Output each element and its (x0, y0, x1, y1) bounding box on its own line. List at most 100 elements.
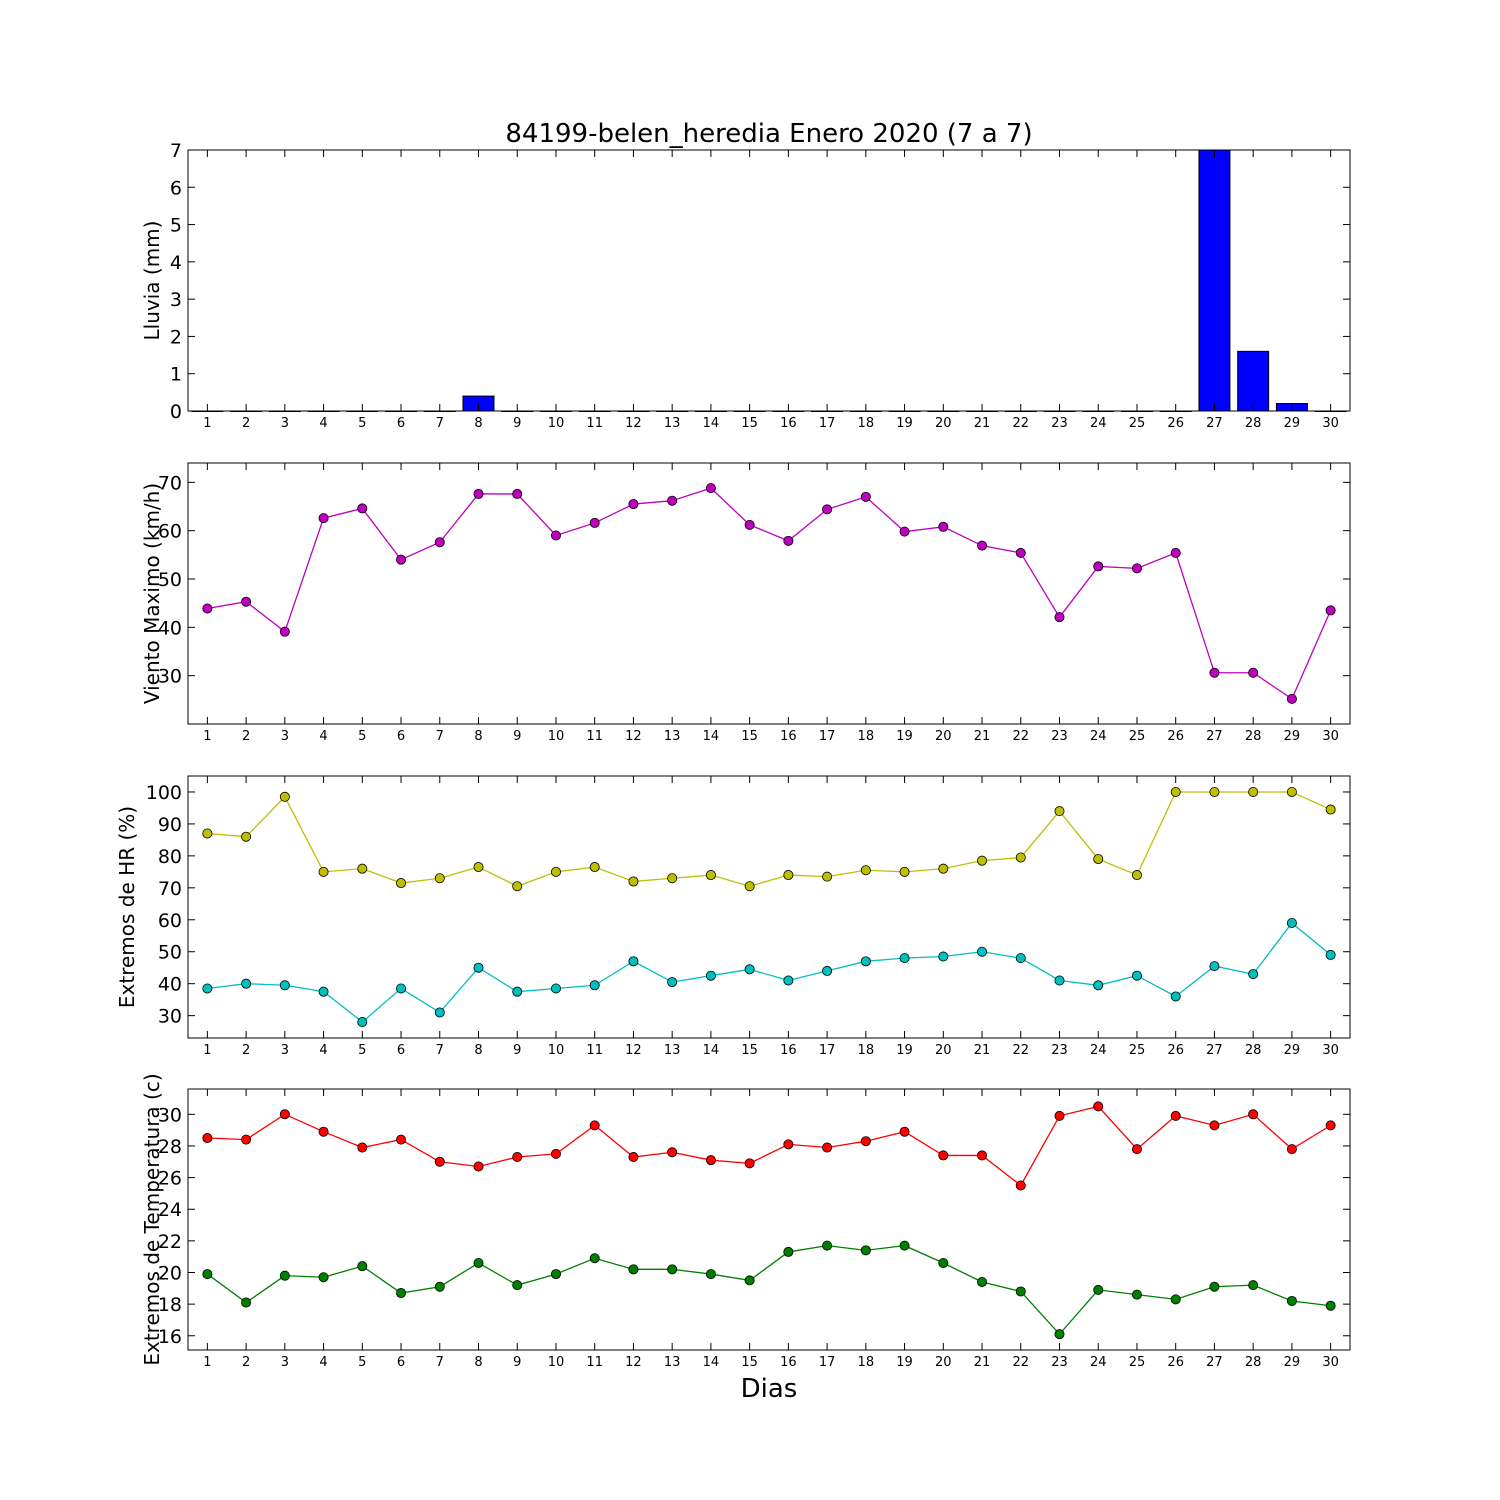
point-s1-day-6 (396, 554, 407, 565)
point-s1-day-22 (1015, 1180, 1026, 1191)
x-tick-label: 1 (203, 729, 211, 744)
x-tick-label: 21 (974, 729, 991, 744)
x-tick-label: 6 (397, 729, 405, 744)
point-s2-day-3 (279, 980, 290, 991)
x-tick-label: 12 (625, 729, 642, 744)
point-s2-day-17 (822, 965, 833, 976)
point-s1-day-22 (1015, 852, 1026, 863)
x-tick-label: 29 (1284, 1043, 1301, 1058)
point-s1-day-30 (1325, 605, 1336, 616)
x-tick-label: 26 (1167, 1355, 1184, 1370)
point-s1-day-19 (899, 1126, 910, 1137)
x-tick-label: 28 (1245, 1355, 1262, 1370)
point-s2-day-2 (241, 978, 252, 989)
x-tick-label: 28 (1245, 729, 1262, 744)
point-s2-day-28 (1248, 969, 1259, 980)
x-tick-label: 11 (586, 1355, 603, 1370)
x-tick-label: 17 (819, 1355, 836, 1370)
x-tick-label: 23 (1051, 1043, 1068, 1058)
y-tick-label: 90 (158, 814, 182, 836)
point-s1-day-14 (705, 870, 716, 881)
y-tick-label: 60 (158, 910, 182, 932)
x-tick-label: 2 (242, 729, 250, 744)
point-s1-day-13 (667, 873, 678, 884)
point-s1-day-26 (1170, 547, 1181, 558)
point-s1-day-14 (705, 483, 716, 494)
point-s1-day-13 (667, 1147, 678, 1158)
point-s2-day-22 (1015, 1286, 1026, 1297)
point-s2-day-3 (279, 1270, 290, 1281)
point-s1-day-16 (783, 870, 794, 881)
point-s2-day-12 (628, 1264, 639, 1275)
x-tick-label: 8 (474, 1355, 482, 1370)
series-line-2 (206, 1244, 1331, 1336)
x-tick-label: 17 (819, 1043, 836, 1058)
x-tick-label: 19 (896, 1043, 913, 1058)
x-tick-label: 7 (436, 416, 444, 431)
x-tick-label: 9 (513, 416, 521, 431)
point-s2-day-30 (1325, 1300, 1336, 1311)
x-tick-label: 8 (474, 729, 482, 744)
x-tick-label: 10 (548, 416, 565, 431)
point-s1-day-27 (1209, 786, 1220, 797)
point-s1-day-25 (1131, 870, 1142, 881)
x-tick-label: 18 (858, 1355, 875, 1370)
x-tick-label: 2 (242, 1043, 250, 1058)
y-axis-label: Lluvia (mm) (140, 221, 164, 341)
point-s2-day-6 (396, 983, 407, 994)
x-tick-label: 29 (1284, 1355, 1301, 1370)
point-s2-day-19 (899, 1240, 910, 1251)
point-s1-day-17 (822, 504, 833, 515)
x-tick-label: 26 (1167, 1043, 1184, 1058)
point-s1-day-25 (1131, 1144, 1142, 1155)
x-tick-label: 19 (896, 1355, 913, 1370)
point-s2-day-14 (705, 970, 716, 981)
point-s1-day-24 (1093, 1101, 1104, 1112)
point-s1-day-18 (860, 491, 871, 502)
y-tick-label: 100 (146, 782, 182, 804)
x-tick-label: 11 (586, 729, 603, 744)
point-s1-day-2 (241, 596, 252, 607)
point-s1-day-3 (279, 1109, 290, 1120)
point-s1-day-26 (1170, 786, 1181, 797)
point-s2-day-17 (822, 1240, 833, 1251)
y-tick-label: 50 (158, 569, 182, 591)
point-s1-day-14 (705, 1155, 716, 1166)
bar-day-28 (1237, 350, 1270, 412)
y-tick-label: 3 (170, 289, 182, 311)
point-s1-day-28 (1248, 786, 1259, 797)
point-s1-day-3 (279, 626, 290, 637)
x-tick-label: 9 (513, 1043, 521, 1058)
y-tick-label: 22 (158, 1231, 182, 1253)
point-s1-day-22 (1015, 547, 1026, 558)
x-tick-label: 12 (625, 416, 642, 431)
x-tick-label: 28 (1245, 1043, 1262, 1058)
x-tick-label: 18 (858, 729, 875, 744)
point-s1-day-15 (744, 881, 755, 892)
x-tick-label: 16 (780, 1043, 797, 1058)
point-s1-day-23 (1054, 1110, 1065, 1121)
x-tick-label: 18 (858, 1043, 875, 1058)
point-s1-day-21 (977, 540, 988, 551)
y-tick-label: 30 (158, 1006, 182, 1028)
x-tick-label: 13 (664, 729, 681, 744)
point-s1-day-28 (1248, 1109, 1259, 1120)
point-s1-day-10 (550, 1148, 561, 1159)
point-s1-day-20 (938, 521, 949, 532)
y-tick-label: 0 (170, 401, 182, 423)
point-s1-day-20 (938, 1150, 949, 1161)
point-s1-day-6 (396, 1134, 407, 1145)
plot-frame (187, 775, 1351, 1039)
x-tick-label: 21 (974, 416, 991, 431)
point-s2-day-16 (783, 975, 794, 986)
x-tick-label: 3 (281, 729, 289, 744)
x-tick-label: 2 (242, 1355, 250, 1370)
point-s2-day-5 (357, 1017, 368, 1028)
x-tick-label: 23 (1051, 729, 1068, 744)
y-axis-label: Extremos de HR (%) (115, 806, 139, 1008)
x-tick-label: 6 (397, 416, 405, 431)
x-tick-label: 10 (548, 1043, 565, 1058)
x-tick-label: 4 (319, 729, 327, 744)
x-tick-label: 9 (513, 1355, 521, 1370)
